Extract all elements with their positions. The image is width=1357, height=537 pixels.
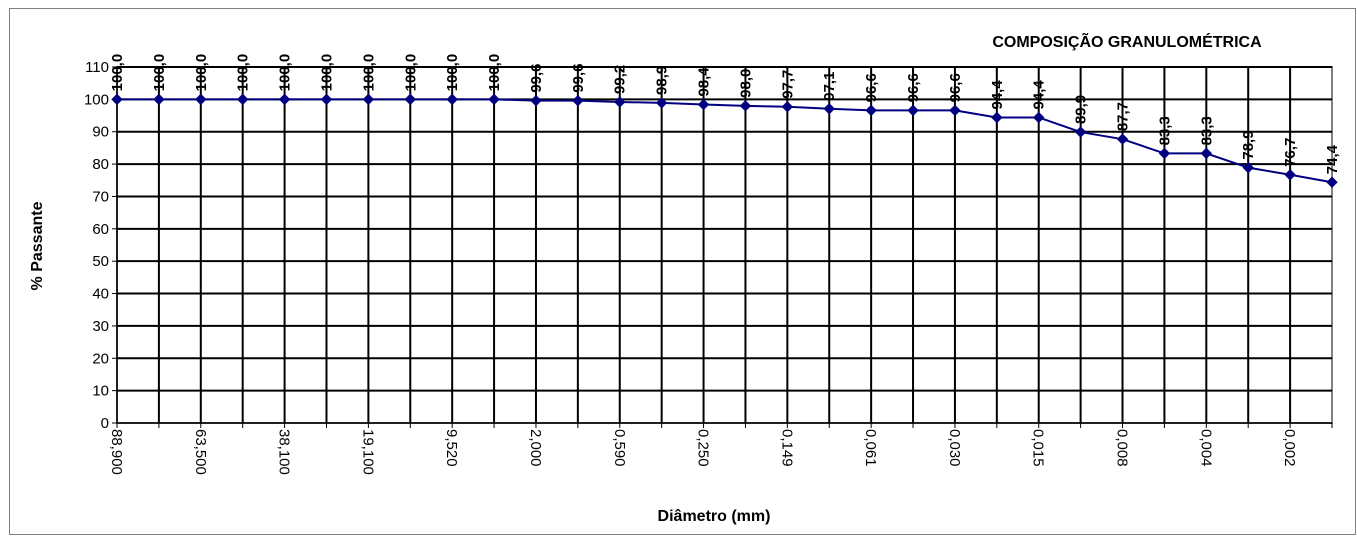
y-tick-label: 50 (92, 253, 109, 270)
data-label: 100,0 (402, 54, 419, 92)
x-tick-label: 2,000 (527, 429, 544, 467)
x-tick-label: 0,015 (1030, 429, 1047, 467)
data-label: 97,7 (779, 70, 796, 99)
series-line (117, 98, 1333, 184)
data-label: 87,7 (1115, 102, 1132, 131)
data-point (446, 93, 458, 106)
data-label: 94,4 (1031, 80, 1048, 110)
x-tick-label: 0,002 (1281, 429, 1298, 467)
data-label: 100,0 (277, 54, 294, 92)
data-label: 78,9 (1240, 130, 1257, 159)
x-tick-label: 0,149 (778, 429, 795, 467)
y-tick-label: 80 (92, 156, 109, 173)
label-layer: 100,0 100,0 100,0 100,0 100,0 100,0 100,0 100,0… (109, 54, 1341, 174)
data-point (111, 93, 123, 106)
y-tick-label: 110 (85, 59, 109, 76)
data-label: 100,0 (444, 54, 461, 92)
y-tick-label: 60 (92, 221, 109, 238)
y-tick-label: 90 (92, 124, 109, 141)
data-point (781, 101, 794, 113)
data-point (1284, 169, 1296, 181)
data-point (362, 93, 375, 106)
data-point (1158, 147, 1171, 160)
data-point (823, 103, 835, 115)
data-label: 96,6 (947, 73, 964, 102)
data-point (572, 94, 584, 107)
data-label: 83,3 (1198, 116, 1215, 145)
data-point (697, 98, 710, 111)
y-axis-title: % Passante (29, 201, 46, 290)
data-point (488, 93, 500, 106)
x-tick-label: 0,250 (695, 429, 712, 467)
data-label: 99,2 (612, 65, 629, 94)
y-tick-label: 100 (84, 91, 109, 108)
chart-title: COMPOSIÇÃO GRANULOMÉTRICA (992, 31, 1262, 51)
data-point (865, 104, 877, 117)
data-point (739, 100, 752, 112)
data-label: 100,0 (360, 54, 377, 92)
data-label: 96,6 (905, 73, 922, 102)
data-label: 99,6 (570, 63, 587, 92)
data-label: 100,0 (235, 54, 252, 92)
data-label: 76,7 (1282, 138, 1299, 167)
data-label: 98,4 (696, 67, 713, 97)
y-tick-label: 10 (92, 383, 109, 400)
data-point (320, 93, 333, 106)
x-tick-label: 9,520 (443, 429, 460, 467)
data-point (949, 104, 961, 117)
data-point (236, 93, 249, 106)
data-label: 97,1 (821, 72, 838, 101)
data-point (655, 97, 668, 109)
data-point (530, 94, 542, 107)
data-label: 83,3 (1156, 116, 1173, 145)
x-axis-title: Diâmetro (mm) (658, 508, 771, 525)
y-tick-label: 70 (92, 188, 109, 205)
data-label: 74,4 (1324, 144, 1341, 174)
y-tick-label: 40 (92, 286, 109, 303)
data-label: 98,0 (737, 69, 754, 98)
y-tick-label: 20 (92, 350, 109, 367)
data-point (195, 93, 207, 106)
data-label: 99,6 (528, 63, 545, 92)
plot-area (116, 66, 1333, 424)
data-point (1242, 161, 1254, 174)
grid-layer (116, 66, 1333, 424)
data-point (1074, 126, 1087, 138)
x-tick-label: 0,004 (1197, 429, 1214, 467)
data-point (1033, 111, 1045, 124)
x-tick-label: 0,590 (611, 429, 628, 467)
data-point (614, 96, 626, 108)
y-tick-label: 0 (101, 415, 109, 432)
data-label: 94,4 (989, 80, 1006, 110)
data-label: 100,0 (193, 54, 210, 92)
x-tick-label: 0,061 (862, 429, 879, 467)
data-label: 98,9 (654, 66, 671, 95)
axis-layer: 0 10 20 30 40 50 60 70 80 90 100 110 88,900 63,500 38,… (84, 59, 1333, 475)
data-label: 96,6 (863, 73, 880, 102)
x-tick-label: 0,008 (1114, 429, 1131, 467)
data-label: 100,0 (151, 54, 168, 92)
data-point (404, 93, 416, 106)
data-point (1116, 133, 1129, 145)
data-point (907, 104, 919, 117)
data-point (153, 93, 165, 106)
data-label: 100,0 (109, 54, 126, 92)
data-label: 89,9 (1073, 95, 1090, 124)
x-tick-label: 63,500 (192, 429, 209, 475)
data-point (1200, 147, 1213, 160)
data-point (278, 93, 291, 106)
data-point (991, 111, 1003, 124)
data-label: 100,0 (318, 54, 335, 92)
x-tick-label: 19,100 (359, 429, 376, 475)
y-tick-label: 30 (92, 318, 109, 335)
x-tick-label: 38,100 (276, 429, 293, 475)
x-tick-label: 88,900 (108, 429, 125, 475)
data-point (1326, 176, 1338, 188)
data-label: 100,0 (486, 54, 503, 92)
series-layer (111, 93, 1338, 188)
x-tick-label: 0,030 (946, 429, 963, 467)
